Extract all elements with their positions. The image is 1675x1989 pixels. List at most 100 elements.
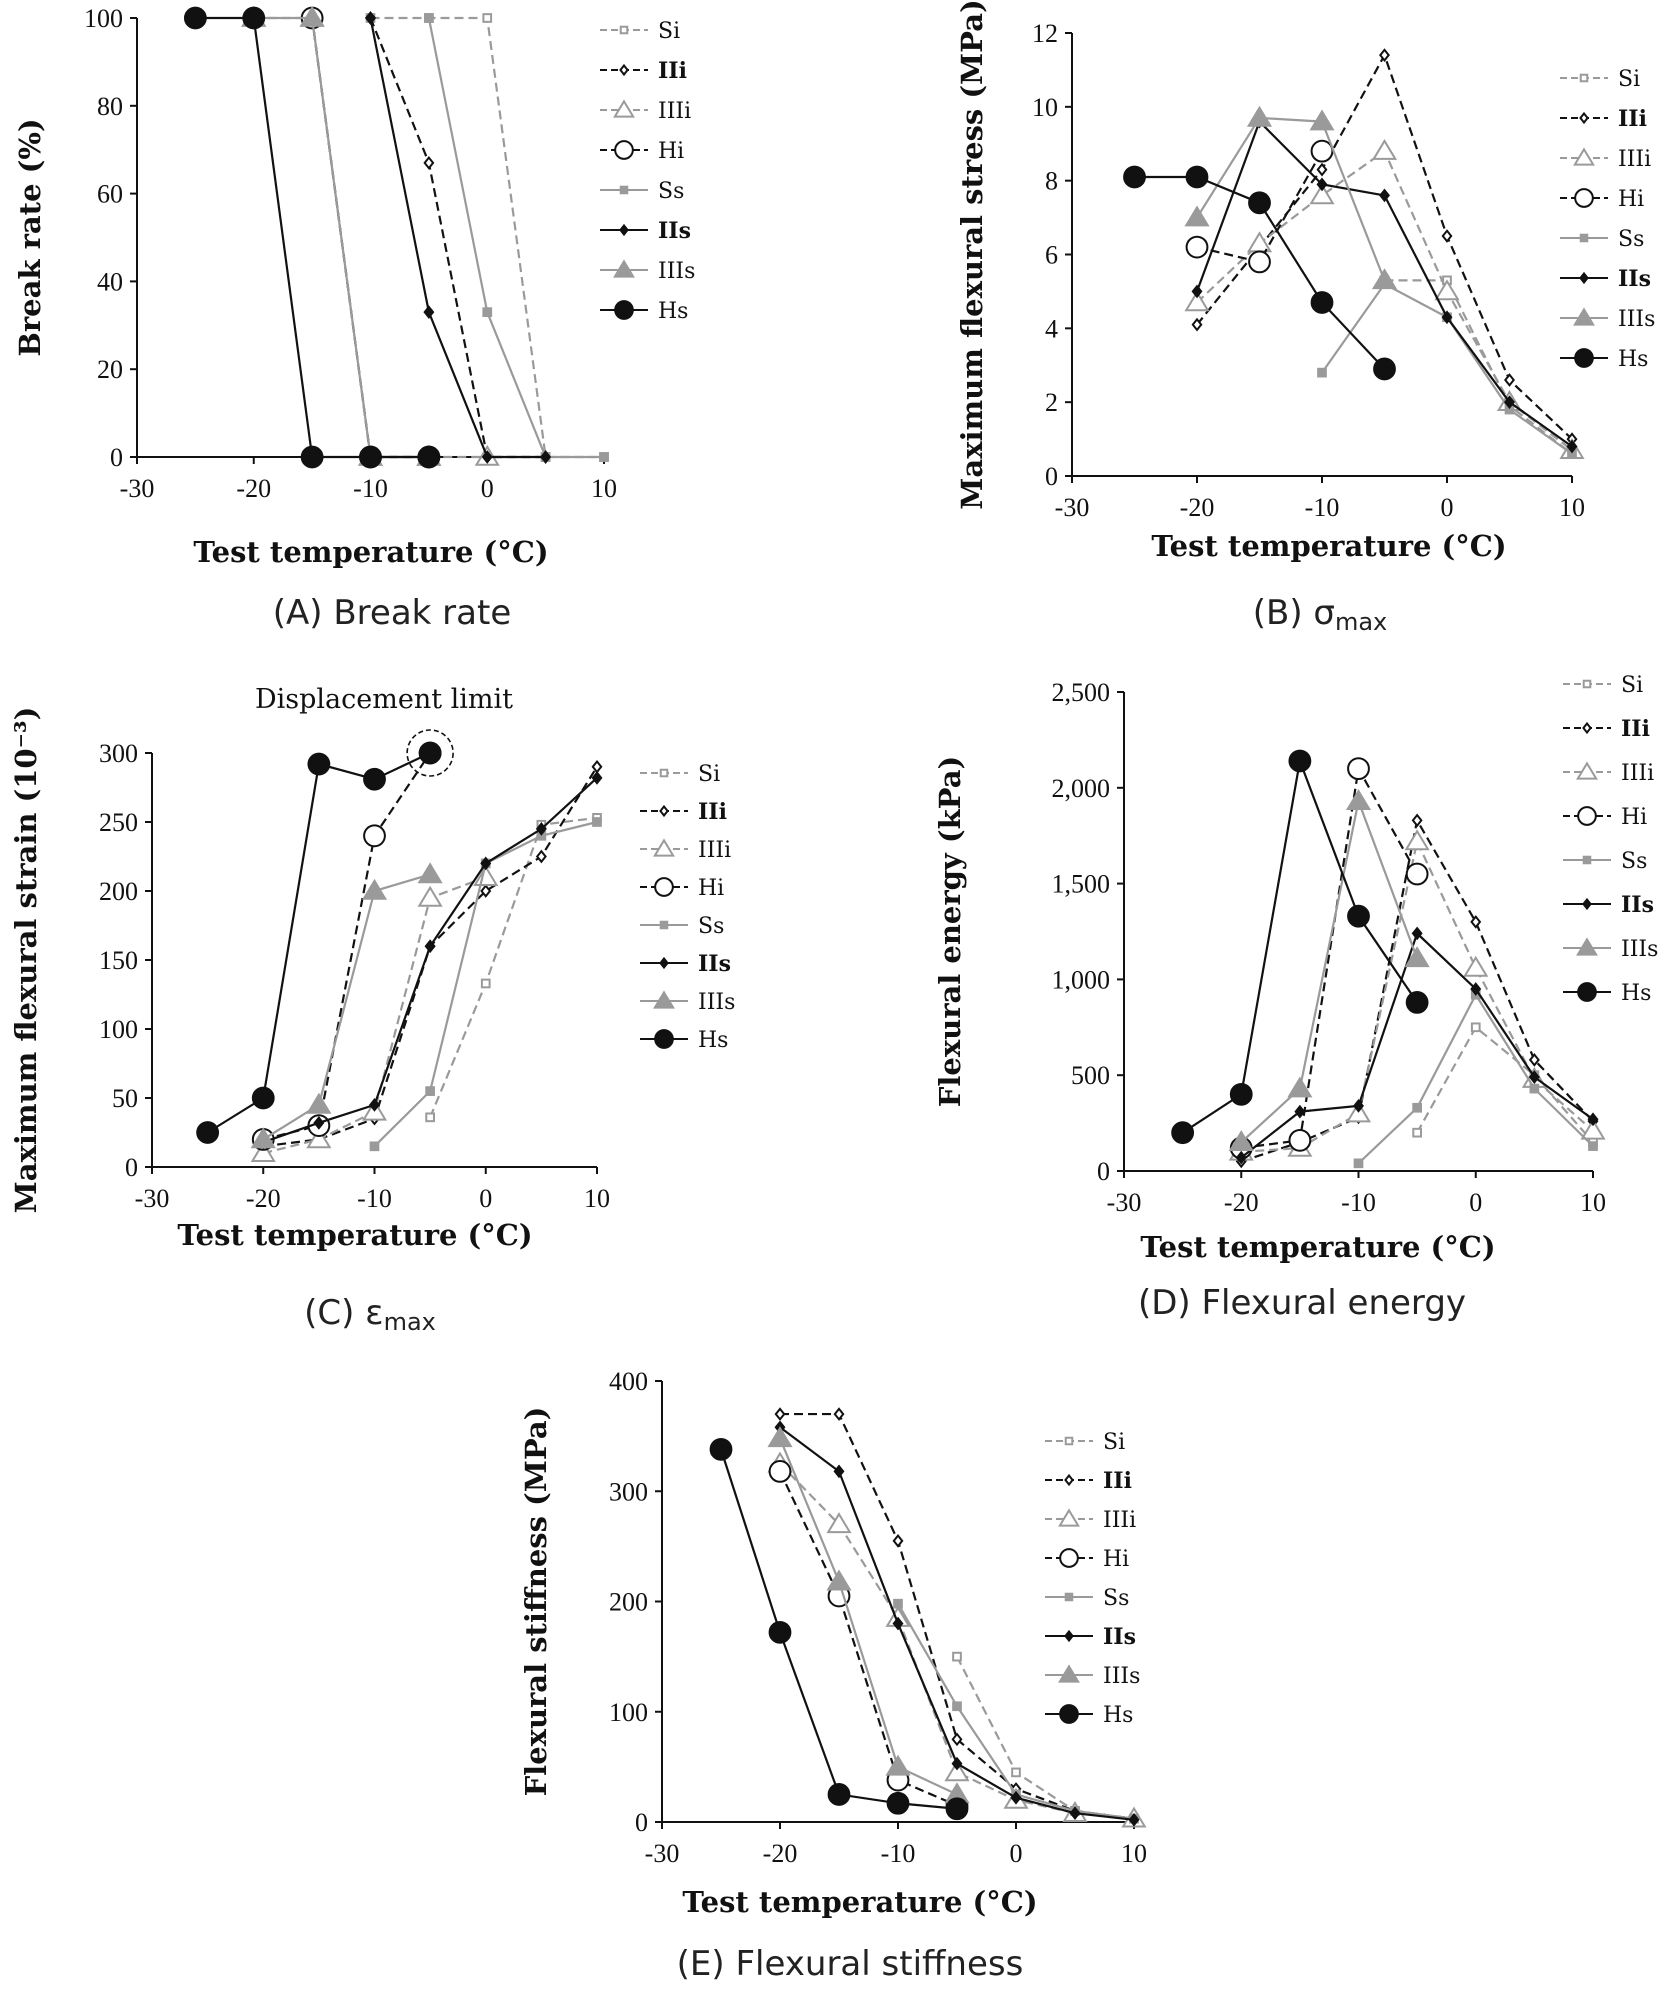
caption-text: (A) Break rate: [273, 593, 511, 633]
legend-label: IIs: [1103, 1624, 1136, 1650]
legend-marker: [613, 259, 635, 278]
legend-marker: [659, 956, 669, 970]
data-point: [361, 878, 388, 900]
data-point: [1371, 138, 1398, 160]
annotation-displacement-limit: Displacement limit: [255, 684, 513, 715]
legend-label: IIIi: [1103, 1508, 1136, 1533]
series-IIIi: [250, 865, 499, 1162]
data-point: [892, 1616, 904, 1631]
data-point: [482, 307, 493, 317]
legend-label: Hi: [658, 139, 684, 164]
legend-label: IIs: [1621, 892, 1654, 918]
series-line: [369, 17, 546, 459]
x-tick-label: 10: [1580, 1188, 1606, 1217]
data-point: [250, 1127, 276, 1149]
data-point: [1353, 1099, 1364, 1113]
legend-label: IIi: [658, 58, 687, 84]
data-point: [1404, 829, 1430, 851]
chart-caption: (B) σmax: [1253, 593, 1388, 636]
series-line: [1196, 116, 1386, 281]
data-point: [1310, 139, 1334, 163]
data-point: [1470, 915, 1482, 929]
data-point: [307, 752, 331, 776]
data-point: [1228, 1130, 1254, 1152]
data-point: [1373, 357, 1396, 381]
legend-label: IIIs: [1621, 937, 1658, 962]
data-point: [1411, 813, 1423, 828]
legend-marker: [654, 877, 674, 897]
series-Hi: [1185, 139, 1334, 274]
legend-label: Si: [658, 19, 680, 44]
data-point: [1191, 317, 1203, 332]
legend-label: Si: [698, 762, 720, 787]
data-point: [1441, 229, 1453, 243]
legend-label: Ss: [1618, 227, 1644, 252]
x-tick-label: -20: [763, 1839, 798, 1868]
series-IIs: [774, 1420, 1140, 1827]
chart-B: 0 2 4 6 8 10 12 -30 -20 -10 0 10 Test temperature (°…: [955, 0, 1655, 636]
data-point: [1287, 1076, 1313, 1098]
series-Ss: [1353, 989, 1598, 1169]
series-line: [370, 16, 604, 459]
legend-label: IIIi: [698, 838, 731, 863]
data-point: [1405, 990, 1429, 1014]
data-point: [1411, 926, 1423, 941]
series-IIIs: [1184, 105, 1398, 290]
legend-marker: [659, 804, 669, 818]
series-IIIi: [241, 5, 500, 466]
y-tick-label: 300: [99, 739, 138, 768]
legend-marker: [1059, 1548, 1079, 1568]
data-point: [482, 13, 493, 23]
series-line: [311, 17, 429, 459]
y-tick-label: 12: [1032, 19, 1058, 48]
legend-marker: [1058, 1508, 1080, 1527]
chart-caption: (D) Flexural energy: [1138, 1283, 1466, 1323]
y-tick-label: 8: [1045, 167, 1058, 196]
legend-label: IIi: [1618, 106, 1647, 132]
data-point: [1504, 373, 1515, 387]
series-Hs: [183, 6, 441, 469]
legend: Si IIi IIIi Hi Ss IIs IIIs Hs: [1045, 1430, 1140, 1728]
chart-D: 0 500 1,000 1,500 2,000 2,500 -30 -20 -10 0 10 Test…: [933, 673, 1658, 1323]
series-Ss: [1317, 279, 1577, 459]
series-line: [1416, 1025, 1594, 1143]
data-point: [599, 452, 609, 462]
legend: Si IIi IIIi Hi Ss IIs IIIs Hs: [1560, 67, 1655, 372]
data-point: [1229, 1082, 1253, 1106]
legend-label: Ss: [658, 179, 684, 204]
legend-label: Si: [1618, 67, 1640, 92]
data-point: [535, 849, 547, 864]
x-axis-title: Test temperature (°C): [1151, 529, 1506, 563]
legend-label: IIi: [698, 799, 727, 825]
data-point: [300, 445, 324, 469]
legend-label: IIi: [1103, 1468, 1132, 1494]
y-tick-label: 2: [1045, 388, 1058, 417]
y-tick-label: 250: [99, 808, 138, 837]
data-point: [481, 450, 493, 464]
legend-label: Ss: [1103, 1586, 1129, 1611]
data-point: [1011, 1767, 1021, 1778]
y-tick-label: 4: [1045, 314, 1058, 343]
data-point: [1191, 284, 1203, 299]
x-tick-label: -10: [1341, 1188, 1376, 1217]
y-tick-label: 0: [635, 1808, 648, 1837]
y-tick-label: 20: [97, 355, 123, 384]
series-line: [1384, 279, 1573, 455]
series-line: [1321, 282, 1573, 455]
legend-marker: [653, 838, 675, 857]
legend-label: IIIs: [658, 259, 695, 284]
y-tick-label: 0: [1045, 462, 1058, 491]
data-point: [1128, 1812, 1140, 1827]
series-line: [253, 16, 429, 459]
data-point: [306, 1127, 332, 1149]
series-IIIi: [1184, 138, 1585, 459]
data-point: [944, 1760, 970, 1782]
x-tick-label: 10: [1121, 1839, 1147, 1868]
legend-marker: [1577, 982, 1597, 1002]
data-point: [1248, 250, 1271, 274]
data-point: [1404, 946, 1430, 968]
series-line: [778, 1437, 958, 1796]
caption-subscript: max: [384, 1308, 436, 1336]
data-point: [1405, 862, 1429, 886]
series-IIs: [365, 11, 552, 464]
